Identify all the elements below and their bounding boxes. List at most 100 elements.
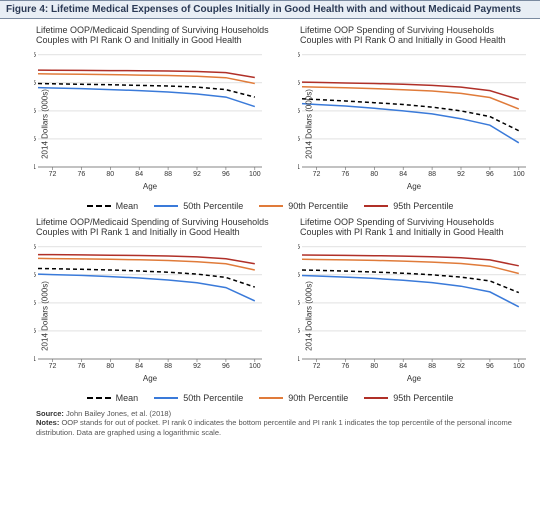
svg-text:625: 625: [34, 244, 36, 251]
chart-area: 2014 Dollars (000s)152512562572768084889…: [34, 241, 266, 391]
legend-item: 90th Percentile: [259, 393, 348, 403]
line-chart: 1 5 25 125 625 72 76 80 84 88 92 96 100: [34, 241, 266, 373]
x-axis-label: Age: [298, 374, 530, 383]
svg-text:72: 72: [313, 171, 321, 178]
svg-text:80: 80: [106, 171, 114, 178]
svg-text:25: 25: [34, 300, 36, 307]
panel-title: Lifetime OOP Spending of Surviving House…: [300, 217, 534, 239]
svg-text:100: 100: [249, 363, 261, 370]
line-chart: 152512562572768084889296100: [34, 49, 266, 181]
svg-text:1: 1: [298, 164, 300, 171]
svg-text:125: 125: [298, 80, 300, 87]
source-text: John Bailey Jones, et al. (2018): [66, 409, 171, 418]
chart-panel: Lifetime OOP Spending of Surviving House…: [270, 215, 534, 391]
svg-text:88: 88: [428, 171, 436, 178]
svg-text:92: 92: [193, 171, 201, 178]
chart-area: 2014 Dollars (000s) 1 5 25 125 625 72 76 80 84 88 9…: [298, 49, 530, 199]
figure-title: Figure 4: Lifetime Medical Expenses of C…: [0, 0, 540, 19]
legend: Mean 50th Percentile 90th Percentile 95th P…: [6, 391, 534, 407]
svg-text:80: 80: [106, 363, 114, 370]
svg-text:25: 25: [34, 108, 36, 115]
legend-swatch: [259, 205, 283, 207]
svg-text:25: 25: [298, 108, 300, 115]
legend-item: 90th Percentile: [259, 201, 348, 211]
legend-label: 50th Percentile: [183, 201, 243, 211]
legend-label: Mean: [116, 201, 139, 211]
legend-swatch: [87, 205, 111, 207]
svg-text:72: 72: [49, 171, 57, 178]
svg-text:72: 72: [49, 363, 57, 370]
svg-text:76: 76: [78, 363, 86, 370]
chart-panel: Lifetime OOP/Medicaid Spending of Surviv…: [6, 23, 270, 199]
legend-swatch: [364, 205, 388, 207]
legend-item: Mean: [87, 393, 139, 403]
svg-text:125: 125: [34, 272, 36, 279]
svg-text:5: 5: [298, 136, 300, 143]
svg-text:76: 76: [342, 171, 350, 178]
svg-text:76: 76: [342, 363, 350, 370]
notes-label: Notes:: [36, 418, 59, 427]
svg-text:125: 125: [298, 272, 300, 279]
legend: Mean 50th Percentile 90th Percentile 95th P…: [6, 199, 534, 215]
legend-label: 95th Percentile: [393, 201, 453, 211]
svg-text:100: 100: [513, 171, 525, 178]
panel-title: Lifetime OOP/Medicaid Spending of Surviv…: [36, 25, 270, 47]
svg-text:100: 100: [513, 363, 525, 370]
svg-text:76: 76: [78, 171, 86, 178]
svg-text:5: 5: [34, 328, 36, 335]
source-label: Source:: [36, 409, 64, 418]
svg-text:92: 92: [457, 363, 465, 370]
svg-text:84: 84: [135, 171, 143, 178]
svg-text:125: 125: [34, 80, 36, 87]
legend-item: 50th Percentile: [154, 201, 243, 211]
svg-text:5: 5: [298, 328, 300, 335]
svg-text:1: 1: [298, 356, 300, 363]
panels-grid: Lifetime OOP/Medicaid Spending of Surviv…: [0, 19, 540, 407]
svg-text:5: 5: [34, 136, 36, 143]
svg-text:84: 84: [399, 363, 407, 370]
svg-text:1: 1: [34, 164, 36, 171]
legend-label: Mean: [116, 393, 139, 403]
legend-swatch: [364, 397, 388, 399]
legend-item: 50th Percentile: [154, 393, 243, 403]
y-axis-label: 2014 Dollars (000s): [40, 89, 49, 159]
legend-swatch: [87, 397, 111, 399]
svg-text:80: 80: [370, 363, 378, 370]
legend-label: 95th Percentile: [393, 393, 453, 403]
svg-text:88: 88: [164, 363, 172, 370]
svg-text:1: 1: [34, 356, 36, 363]
legend-swatch: [259, 397, 283, 399]
svg-text:625: 625: [34, 52, 36, 59]
chart-panel: Lifetime OOP/Medicaid Spending of Surviv…: [6, 215, 270, 391]
legend-swatch: [154, 205, 178, 207]
svg-text:88: 88: [428, 363, 436, 370]
legend-swatch: [154, 397, 178, 399]
figure-footer: Source: John Bailey Jones, et al. (2018)…: [0, 407, 540, 441]
svg-text:88: 88: [164, 171, 172, 178]
legend-item: Mean: [87, 201, 139, 211]
chart-panel: Lifetime OOP Spending of Surviving House…: [270, 23, 534, 199]
svg-text:92: 92: [193, 363, 201, 370]
legend-label: 50th Percentile: [183, 393, 243, 403]
line-chart: 152512562572768084889296100: [298, 49, 530, 181]
legend-item: 95th Percentile: [364, 393, 453, 403]
svg-text:96: 96: [222, 363, 230, 370]
legend-item: 95th Percentile: [364, 201, 453, 211]
legend-label: 90th Percentile: [288, 201, 348, 211]
y-axis-label: 2014 Dollars (000s): [304, 281, 313, 351]
svg-text:84: 84: [135, 363, 143, 370]
svg-text:625: 625: [298, 52, 300, 59]
notes-text: OOP stands for out of pocket. PI rank 0 …: [36, 418, 512, 436]
svg-text:96: 96: [486, 171, 494, 178]
panel-title: Lifetime OOP Spending of Surviving House…: [300, 25, 534, 47]
svg-text:80: 80: [370, 171, 378, 178]
chart-area: 2014 Dollars (000s)152512562572768084889…: [298, 241, 530, 391]
svg-text:625: 625: [298, 244, 300, 251]
x-axis-label: Age: [34, 374, 266, 383]
svg-text:84: 84: [399, 171, 407, 178]
x-axis-label: Age: [34, 182, 266, 191]
figure-container: Figure 4: Lifetime Medical Expenses of C…: [0, 0, 540, 514]
chart-area: 2014 Dollars (000s) 1 5 25 125 625 72 76 80 84 88 9…: [34, 49, 266, 199]
y-axis-label: 2014 Dollars (000s): [304, 89, 313, 159]
svg-text:25: 25: [298, 300, 300, 307]
